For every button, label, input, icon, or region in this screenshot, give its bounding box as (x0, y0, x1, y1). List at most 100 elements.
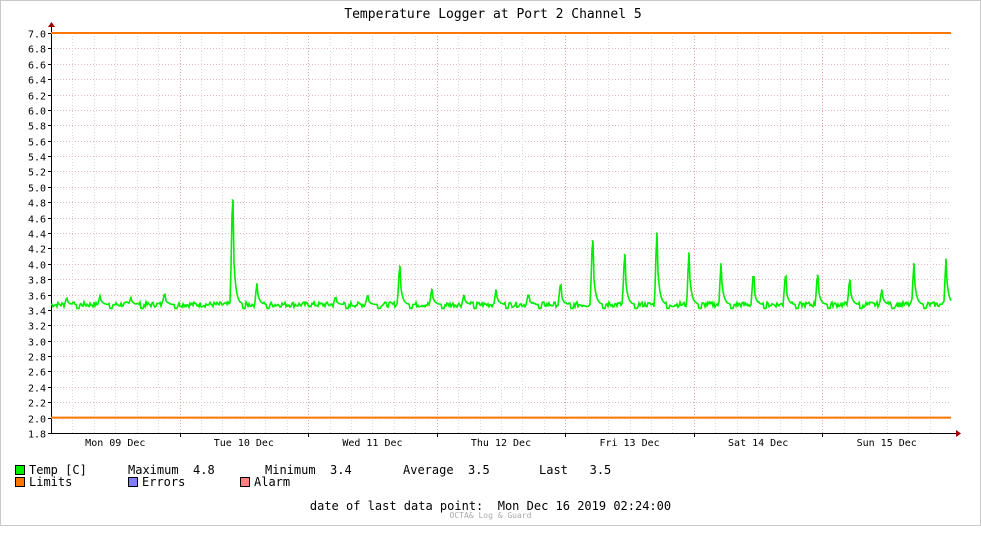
y-tick-label: 3.2 (28, 322, 46, 333)
temp-peak-point (591, 239, 594, 242)
y-tick-label: 2.6 (28, 368, 46, 379)
errors-swatch (128, 477, 138, 487)
legend-alarm: Alarm (240, 475, 290, 489)
y-tick-label: 4.2 (28, 245, 46, 256)
legend-temp-label: Temp [C] (29, 463, 87, 477)
temp-peak-point (129, 296, 132, 299)
chart-frame (0, 0, 981, 526)
temp-peak-point (752, 276, 754, 278)
temp-peak-point (655, 232, 658, 234)
grid-layer (51, 33, 951, 434)
alarm-swatch (240, 477, 250, 487)
legend-last: Last 3.5 (539, 463, 611, 477)
legend-row-2: Limits Errors Alarm (15, 475, 290, 489)
legend-maximum: Maximum 4.8 (128, 463, 215, 477)
y-tick-label: 2.4 (28, 384, 46, 395)
legend-limits: Limits (15, 475, 72, 489)
legend-temp: Temp [C] (15, 463, 87, 477)
temp-peak-point (65, 297, 68, 300)
limits-layer (51, 32, 951, 419)
last-label: Last (539, 463, 568, 477)
temp-peak-point (559, 284, 561, 287)
limits-swatch (15, 477, 25, 487)
legend-alarm-label: Alarm (254, 475, 291, 489)
temp-peak-point (334, 296, 336, 299)
y-tick-label: 2.2 (28, 399, 46, 410)
temp-swatch (15, 465, 25, 475)
y-tick-label: 6.0 (28, 107, 46, 118)
temp-peak-point (163, 293, 165, 296)
temp-peak-point (99, 295, 101, 297)
x-tick-label: Wed 11 Dec (342, 438, 402, 449)
y-tick-label: 5.6 (28, 138, 46, 149)
maximum-label: Maximum (128, 463, 179, 477)
temp-peak-point (495, 289, 497, 291)
x-tick-label: Sat 14 Dec (728, 438, 788, 449)
y-tick-label: 4.8 (28, 199, 46, 210)
y-tick-label: 6.8 (28, 45, 46, 56)
y-tick-label: 4.4 (28, 230, 46, 241)
temp-peak-point (687, 252, 690, 254)
date-value: Mon Dec 16 2019 02:24:00 (497, 499, 672, 513)
temp-peak-point (784, 276, 786, 278)
temp-peak-point (527, 294, 529, 297)
temp-peak-point (912, 262, 915, 265)
x-tick-label: Mon 09 Dec (85, 438, 145, 449)
x-tick-label: Thu 12 Dec (471, 438, 531, 449)
y-tick-label: 6.2 (28, 92, 46, 103)
y-tick-label: 5.8 (28, 122, 46, 133)
temp-peak-point (880, 289, 883, 291)
temp-peak-point (816, 274, 819, 277)
legend-average: Average 3.5 (403, 463, 490, 477)
series-layer (50, 199, 952, 311)
last-value: 3.5 (589, 463, 612, 477)
watermark: OCTA& Log & Guard (449, 511, 532, 520)
y-tick-label: 4.0 (28, 261, 46, 272)
average-value: 3.5 (468, 463, 490, 477)
y-tick-label: 3.8 (28, 276, 46, 287)
temp-peak-point (231, 199, 234, 201)
y-tick-label: 3.0 (28, 338, 46, 349)
y-tick-label: 6.6 (28, 61, 46, 72)
x-tick-label: Sun 15 Dec (857, 438, 917, 449)
temp-series-line (50, 199, 952, 311)
legend-row-1: Temp [C] Maximum 4.8 Minimum 3.4 Average… (15, 463, 611, 477)
legend-limits-label: Limits (29, 475, 73, 489)
temp-peak-point (720, 262, 722, 265)
y-tick-label: 7.0 (28, 30, 46, 41)
temp-peak-point (255, 282, 258, 285)
y-tick-label: 4.6 (28, 215, 46, 226)
chart-title: Temperature Logger at Port 2 Channel 5 (344, 7, 641, 22)
legend-minimum: Minimum 3.4 (265, 463, 352, 477)
y-tick-label: 5.2 (28, 168, 46, 179)
y-tick-label: 5.4 (28, 153, 46, 164)
temp-peak-point (430, 288, 433, 290)
last-data-point: date of last data point: Mon Dec 16 2019… (0, 499, 981, 513)
date-label: date of last data point: (309, 499, 484, 513)
y-axis-arrow (48, 22, 55, 27)
temp-peak-point (945, 258, 947, 260)
y-tick-label: 3.4 (28, 307, 46, 318)
temp-peak-point (462, 294, 465, 297)
chart-svg: Temperature Logger at Port 2 Channel 5 1… (28, 7, 961, 449)
temp-peak-point (848, 279, 851, 281)
axis-layer: 1.8 2.0 2.2 2.4 2.6 2.8 3.0 3.2 3.4 3.6 3.8 4.0 4.2 4… (28, 22, 961, 449)
legend-errors-label: Errors (142, 475, 186, 489)
y-tick-label: 2.8 (28, 353, 46, 364)
y-tick-label: 5.0 (28, 184, 46, 195)
maximum-value: 4.8 (193, 463, 215, 477)
x-tick-label: Fri 13 Dec (599, 438, 659, 449)
x-tick-label: Tue 10 Dec (214, 438, 274, 449)
y-tick-label: 2.0 (28, 415, 46, 426)
temp-peak-point (623, 253, 626, 256)
minimum-label: Minimum (265, 463, 316, 477)
y-tick-label: 3.6 (28, 292, 46, 303)
y-tick-label: 6.4 (28, 76, 46, 87)
x-axis-arrow (956, 430, 961, 437)
minimum-value: 3.4 (330, 463, 352, 477)
temp-peak-point (398, 265, 401, 267)
temp-peak-point (366, 295, 369, 297)
legend-errors: Errors (128, 475, 185, 489)
average-label: Average (403, 463, 454, 477)
y-tick-label: 1.8 (28, 430, 46, 441)
